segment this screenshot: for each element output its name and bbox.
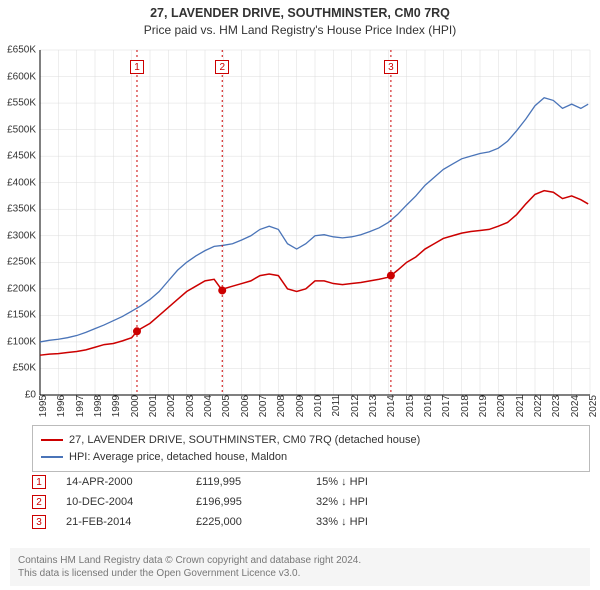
title-line2: Price paid vs. HM Land Registry's House … [0,23,600,37]
sale-marker-box: 3 [384,60,398,74]
footer-line2: This data is licensed under the Open Gov… [18,567,582,580]
xtick-label: 2014 [384,395,397,417]
xtick-label: 1999 [109,395,122,417]
legend-box: 27, LAVENDER DRIVE, SOUTHMINSTER, CM0 7R… [32,425,590,472]
sale-price: £196,995 [196,496,316,508]
xtick-label: 2009 [293,395,306,417]
xtick-label: 2001 [146,395,159,417]
xtick-label: 2019 [476,395,489,417]
xtick-label: 2007 [256,395,269,417]
xtick-label: 2005 [219,395,232,417]
sale-marker-box: 1 [130,60,144,74]
ytick-label: £450K [7,151,40,162]
legend-row-red: 27, LAVENDER DRIVE, SOUTHMINSTER, CM0 7R… [41,432,581,449]
sale-price: £119,995 [196,476,316,488]
sale-marker: 1 [32,475,46,489]
sale-row: 3 21-FEB-2014£225,00033% ↓ HPI [32,512,572,532]
xtick-label: 2024 [568,395,581,417]
sale-date: 14-APR-2000 [66,476,196,488]
xtick-label: 2010 [311,395,324,417]
sale-marker: 3 [32,515,46,529]
xtick-label: 2002 [164,395,177,417]
ytick-label: £550K [7,98,40,109]
xtick-label: 1997 [73,395,86,417]
xtick-label: 1995 [36,395,49,417]
xtick-label: 2004 [201,395,214,417]
xtick-label: 2003 [183,395,196,417]
sale-delta: 15% ↓ HPI [316,476,436,488]
sale-delta: 33% ↓ HPI [316,516,436,528]
xtick-label: 2016 [421,395,434,417]
xtick-label: 2012 [348,395,361,417]
xtick-label: 2022 [531,395,544,417]
legend-label-blue: HPI: Average price, detached house, Mald… [69,449,287,466]
footer-line1: Contains HM Land Registry data © Crown c… [18,554,582,567]
legend-swatch-blue [41,456,63,458]
ytick-label: £100K [7,336,40,347]
ytick-label: £300K [7,230,40,241]
price-chart: £0£50K£100K£150K£200K£250K£300K£350K£400… [40,50,590,395]
xtick-label: 2025 [586,395,599,417]
legend-swatch-red [41,439,63,441]
sale-marker-box: 2 [215,60,229,74]
xtick-label: 2021 [513,395,526,417]
xtick-label: 2017 [439,395,452,417]
ytick-label: £400K [7,177,40,188]
xtick-label: 2015 [403,395,416,417]
sale-date: 10-DEC-2004 [66,496,196,508]
xtick-label: 2008 [274,395,287,417]
ytick-label: £50K [13,363,40,374]
xtick-label: 1996 [54,395,67,417]
sale-delta: 32% ↓ HPI [316,496,436,508]
sale-price: £225,000 [196,516,316,528]
ytick-label: £650K [7,45,40,56]
legend-label-red: 27, LAVENDER DRIVE, SOUTHMINSTER, CM0 7R… [69,432,420,449]
xtick-label: 2013 [366,395,379,417]
xtick-label: 2006 [238,395,251,417]
ytick-label: £350K [7,204,40,215]
xtick-label: 2020 [494,395,507,417]
sale-row: 1 14-APR-2000£119,99515% ↓ HPI [32,472,572,492]
sales-list: 1 14-APR-2000£119,99515% ↓ HPI 2 10-DEC-200… [32,472,572,532]
ytick-label: £250K [7,257,40,268]
footer: Contains HM Land Registry data © Crown c… [10,548,590,586]
title-line1: 27, LAVENDER DRIVE, SOUTHMINSTER, CM0 7R… [0,6,600,20]
xtick-label: 2018 [458,395,471,417]
xtick-label: 2011 [329,395,342,417]
ytick-label: £200K [7,283,40,294]
xtick-label: 2000 [128,395,141,417]
ytick-label: £500K [7,124,40,135]
xtick-label: 1998 [91,395,104,417]
sale-row: 2 10-DEC-2004£196,99532% ↓ HPI [32,492,572,512]
ytick-label: £150K [7,310,40,321]
ytick-label: £600K [7,71,40,82]
legend-row-blue: HPI: Average price, detached house, Mald… [41,449,581,466]
xtick-label: 2023 [549,395,562,417]
sale-marker: 2 [32,495,46,509]
sale-date: 21-FEB-2014 [66,516,196,528]
